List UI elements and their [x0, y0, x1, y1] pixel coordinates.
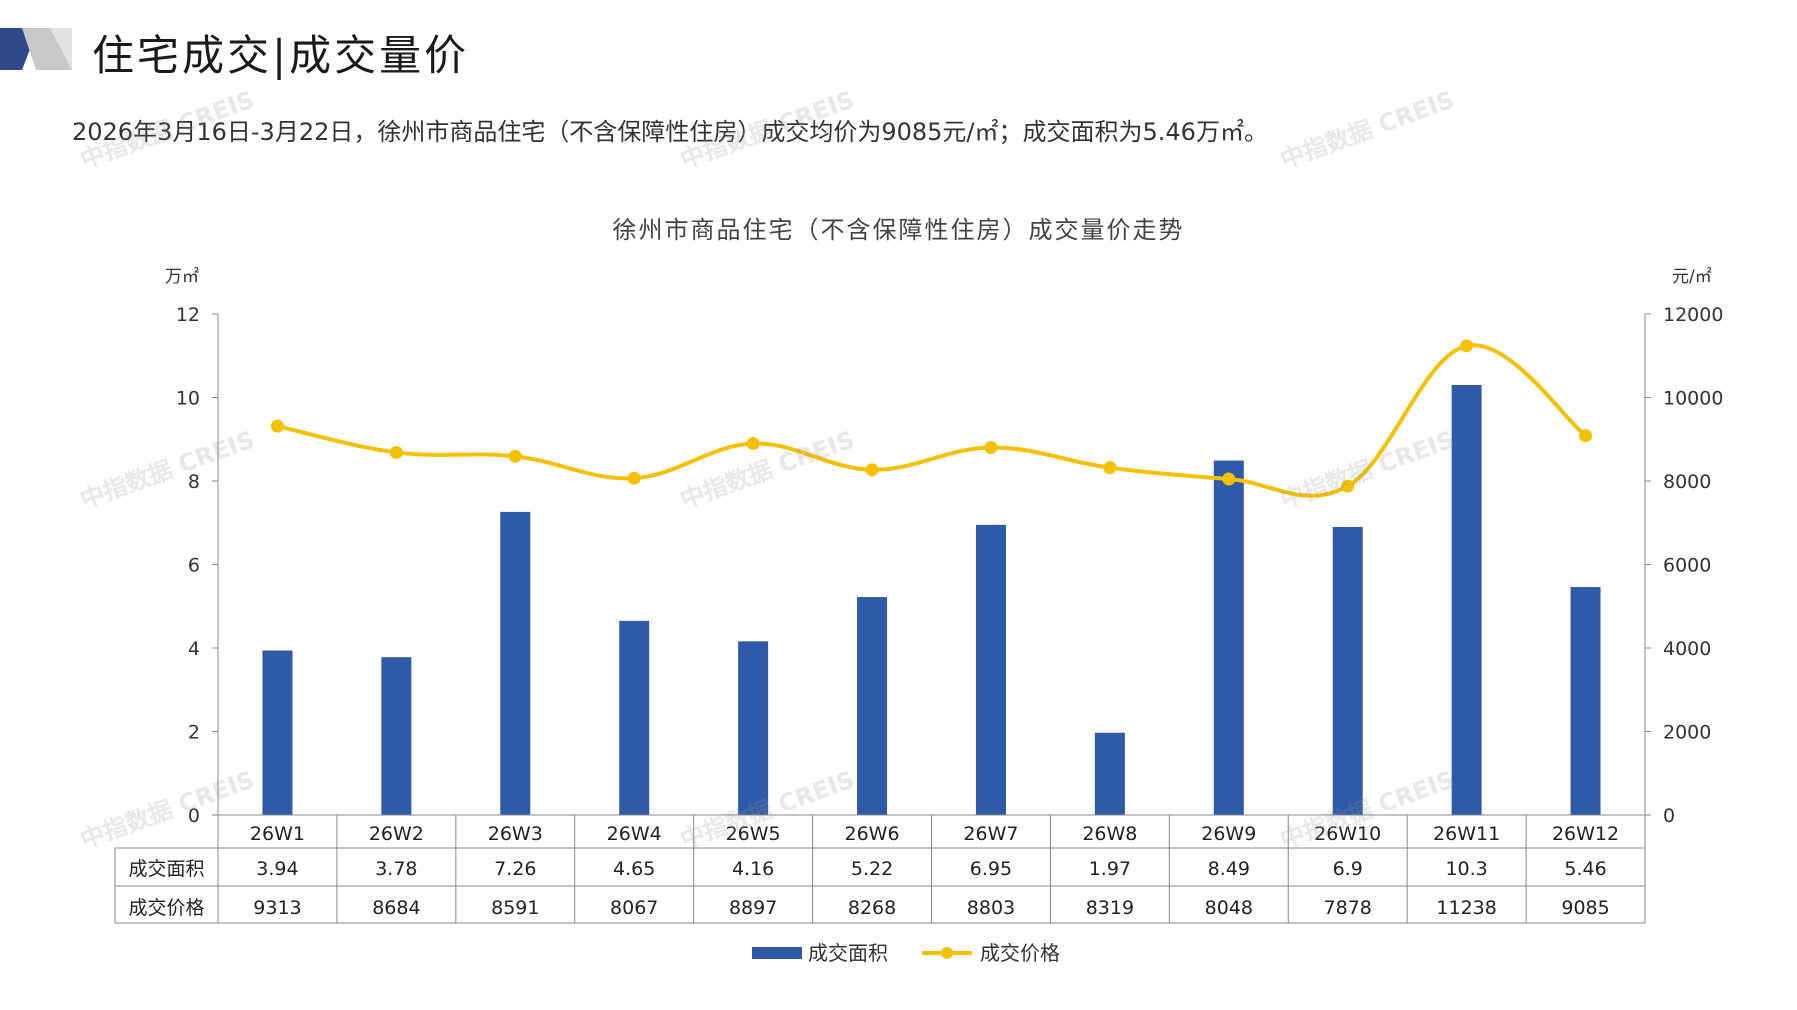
legend-label-area: 成交面积 [808, 941, 888, 965]
area-value-label: 3.94 [256, 858, 298, 880]
area-value-label: 10.3 [1445, 858, 1487, 880]
line-series [270, 339, 1593, 498]
y-right-unit: 元/㎡ [1672, 267, 1712, 287]
bar-26W7 [975, 524, 1006, 815]
price-value-label: 8684 [372, 897, 420, 919]
price-value-label: 9313 [253, 897, 301, 919]
x-category-label: 26W10 [1314, 823, 1381, 845]
area-value-label: 6.95 [970, 858, 1012, 880]
bar-26W8 [1094, 732, 1125, 815]
y-right-tick-label: 2000 [1663, 722, 1711, 744]
area-value-label: 4.16 [732, 858, 774, 880]
bar-26W6 [857, 597, 888, 815]
y-left-unit: 万㎡ [165, 267, 199, 287]
bar-26W4 [619, 620, 650, 815]
x-category-label: 26W9 [1201, 823, 1256, 845]
table-row-header-area: 成交面积 [128, 858, 204, 880]
area-value-label: 5.22 [851, 858, 893, 880]
x-category-label: 26W5 [726, 823, 781, 845]
y-left-tick-label: 12 [176, 304, 200, 326]
x-category-label: 26W6 [845, 823, 900, 845]
chart-axes: 0 2 4 6 8 10 12 0 2000 4000 6000 8000 10000 12000 万㎡ 元/… [165, 267, 1723, 827]
price-value-label: 8048 [1205, 897, 1253, 919]
price-point-26W8 [1103, 461, 1117, 475]
price-value-label: 8897 [729, 897, 777, 919]
y-left-tick-label: 10 [176, 388, 200, 410]
price-value-label: 8591 [491, 897, 539, 919]
price-value-label: 8268 [848, 897, 896, 919]
x-category-label: 26W12 [1552, 823, 1619, 845]
legend-label-price: 成交价格 [980, 941, 1060, 965]
header-deco-shape [50, 28, 72, 70]
price-point-26W10 [1341, 479, 1355, 493]
y-left-tick-label: 6 [188, 555, 200, 577]
header-decoration [0, 28, 72, 70]
page-title: 住宅成交|成交量价 [92, 31, 470, 80]
price-point-26W4 [627, 471, 641, 485]
chart-title: 徐州市商品住宅（不含保障性住房）成交量价走势 [612, 216, 1185, 244]
x-category-label: 26W7 [963, 823, 1018, 845]
y-right-tick-label: 0 [1663, 805, 1675, 827]
y-right-tick-label: 10000 [1663, 388, 1723, 410]
price-point-26W6 [865, 463, 879, 477]
legend-swatch-price-marker [941, 947, 953, 959]
bar-26W10 [1332, 526, 1363, 815]
area-value-label: 3.78 [375, 858, 417, 880]
x-category-label: 26W2 [369, 823, 424, 845]
x-category-label: 26W4 [607, 823, 662, 845]
bar-26W1 [262, 650, 293, 815]
area-value-label: 7.26 [494, 858, 536, 880]
summary-text: 2026年3月16日-3月22日，徐州市商品住宅（不含保障性住房）成交均价为90… [72, 118, 1268, 146]
legend-swatch-area [752, 947, 802, 959]
price-value-label: 8067 [610, 897, 658, 919]
x-category-label: 26W3 [488, 823, 543, 845]
price-point-26W3 [508, 449, 522, 463]
price-value-label: 8803 [967, 897, 1015, 919]
bar-26W12 [1570, 587, 1601, 815]
x-category-label: 26W11 [1433, 823, 1500, 845]
price-point-26W12 [1579, 429, 1593, 443]
area-value-label: 5.46 [1564, 858, 1606, 880]
data-table: 26W1 3.94 9313 26W2 3.78 8684 26W3 7.26 8591 26W4… [114, 814, 1646, 924]
bar-26W2 [381, 657, 412, 815]
price-value-label: 11238 [1436, 897, 1496, 919]
y-right-tick-label: 8000 [1663, 471, 1711, 493]
bar-26W3 [500, 511, 531, 815]
y-left-tick-label: 2 [188, 722, 200, 744]
price-point-26W9 [1222, 472, 1236, 486]
y-left-tick-label: 8 [188, 471, 200, 493]
area-value-label: 6.9 [1333, 858, 1363, 880]
price-point-26W7 [984, 440, 998, 454]
price-point-26W1 [270, 419, 284, 433]
price-value-label: 8319 [1086, 897, 1134, 919]
price-value-label: 7878 [1324, 897, 1372, 919]
y-right-tick-label: 6000 [1663, 555, 1711, 577]
table-row-header-price: 成交价格 [128, 897, 204, 919]
chart-legend: 成交面积 成交价格 [752, 941, 1060, 965]
area-value-label: 8.49 [1208, 858, 1250, 880]
price-point-26W5 [746, 437, 760, 451]
price-value-label: 9085 [1561, 897, 1609, 919]
x-category-label: 26W1 [250, 823, 305, 845]
bar-26W5 [738, 641, 769, 815]
y-left-tick-label: 0 [188, 805, 200, 827]
y-left-tick-label: 4 [188, 638, 200, 660]
x-category-label: 26W8 [1082, 823, 1137, 845]
y-right-tick-label: 4000 [1663, 638, 1711, 660]
area-value-label: 1.97 [1089, 858, 1131, 880]
area-value-label: 4.65 [613, 858, 655, 880]
bar-26W9 [1213, 460, 1244, 815]
bar-series [262, 384, 1601, 815]
y-right-tick-label: 12000 [1663, 304, 1723, 326]
price-point-26W11 [1460, 339, 1474, 353]
bar-26W11 [1451, 384, 1482, 815]
price-point-26W2 [389, 445, 403, 459]
